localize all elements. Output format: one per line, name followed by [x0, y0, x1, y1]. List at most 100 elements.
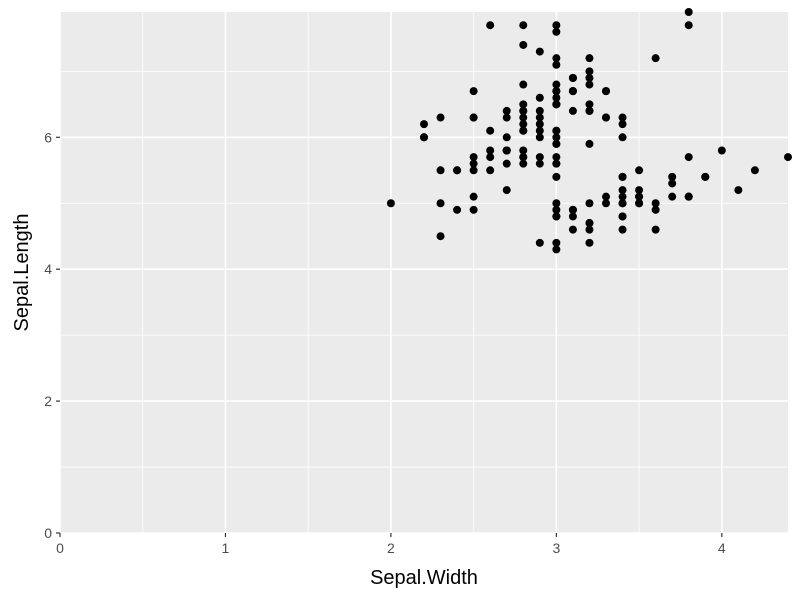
data-point [552, 199, 561, 208]
data-point [668, 179, 677, 188]
data-point [602, 192, 610, 201]
data-point [618, 172, 627, 181]
data-point [668, 192, 677, 201]
x-tick-label: 2 [387, 540, 395, 556]
data-point [552, 87, 561, 96]
data-point [469, 153, 478, 162]
minor-gridlines [60, 12, 788, 533]
data-point [552, 100, 561, 109]
data-point [585, 225, 594, 234]
data-point [552, 60, 561, 69]
data-point [519, 120, 528, 129]
data-point [486, 146, 495, 155]
data-point [618, 186, 627, 195]
data-point [651, 54, 660, 63]
data-point [535, 106, 544, 115]
data-point [552, 139, 561, 148]
data-point [552, 54, 561, 63]
y-axis-ticks: 0 2 4 6 [44, 129, 60, 541]
data-point [568, 205, 577, 214]
y-tick-label: 4 [44, 261, 52, 277]
data-point [552, 93, 561, 102]
x-tick-label: 0 [56, 540, 64, 556]
y-tick-label: 6 [44, 129, 52, 145]
data-point [568, 225, 577, 234]
data-point [552, 133, 561, 142]
data-point [420, 120, 428, 129]
data-point [519, 106, 528, 115]
data-point [750, 166, 759, 175]
data-point [684, 21, 693, 30]
data-point [469, 159, 478, 168]
data-point [502, 146, 511, 155]
data-point [535, 47, 544, 56]
y-tick-label: 2 [44, 393, 52, 409]
data-point [535, 133, 544, 142]
data-point [486, 153, 495, 162]
data-point [519, 146, 528, 155]
data-point [585, 106, 594, 115]
y-axis-title: Sepal.Length [11, 214, 33, 332]
data-point [618, 133, 627, 142]
data-point [552, 172, 561, 181]
data-point [535, 113, 544, 122]
data-point [519, 126, 528, 135]
x-tick-label: 4 [718, 540, 726, 556]
x-tick-label: 1 [222, 540, 230, 556]
data-point [651, 205, 660, 214]
data-point [436, 113, 445, 122]
x-axis-ticks: 0 1 2 3 4 [56, 533, 726, 556]
data-point [469, 87, 478, 96]
data-point [502, 133, 511, 142]
data-point [502, 113, 511, 122]
data-point [552, 80, 561, 89]
data-point [469, 192, 478, 201]
data-point [420, 133, 428, 142]
data-point [585, 238, 594, 247]
data-point [784, 153, 792, 162]
data-point [585, 73, 594, 82]
data-points [386, 8, 792, 254]
data-point [519, 159, 528, 168]
data-point [469, 205, 478, 214]
data-point [552, 27, 561, 36]
data-point [535, 93, 544, 102]
data-point [502, 159, 511, 168]
data-point [717, 146, 726, 155]
data-point [436, 166, 445, 175]
data-point [535, 153, 544, 162]
data-point [486, 126, 495, 135]
data-point [585, 54, 594, 63]
data-point [453, 205, 462, 214]
data-point [585, 139, 594, 148]
data-point [602, 113, 610, 122]
y-tick-label: 0 [44, 525, 52, 541]
data-point [618, 199, 627, 208]
data-point [635, 192, 644, 201]
data-point [651, 225, 660, 234]
data-point [602, 199, 610, 208]
data-point [602, 87, 610, 96]
data-point [519, 100, 528, 109]
data-point [552, 238, 561, 247]
data-point [486, 21, 495, 30]
data-point [618, 192, 627, 201]
data-point [635, 199, 644, 208]
data-point [469, 113, 478, 122]
data-point [552, 21, 561, 30]
data-point [684, 192, 693, 201]
data-point [502, 186, 511, 195]
data-point [585, 199, 594, 208]
data-point [502, 106, 511, 115]
data-point [535, 120, 544, 129]
data-point [552, 245, 561, 254]
data-point [552, 159, 561, 168]
plot-panel [60, 12, 788, 533]
data-point [519, 153, 528, 162]
data-point [436, 199, 445, 208]
data-point [635, 166, 644, 175]
data-point [668, 172, 677, 181]
x-tick-label: 3 [552, 540, 560, 556]
x-axis-title: Sepal.Width [370, 567, 478, 589]
data-point [535, 238, 544, 247]
